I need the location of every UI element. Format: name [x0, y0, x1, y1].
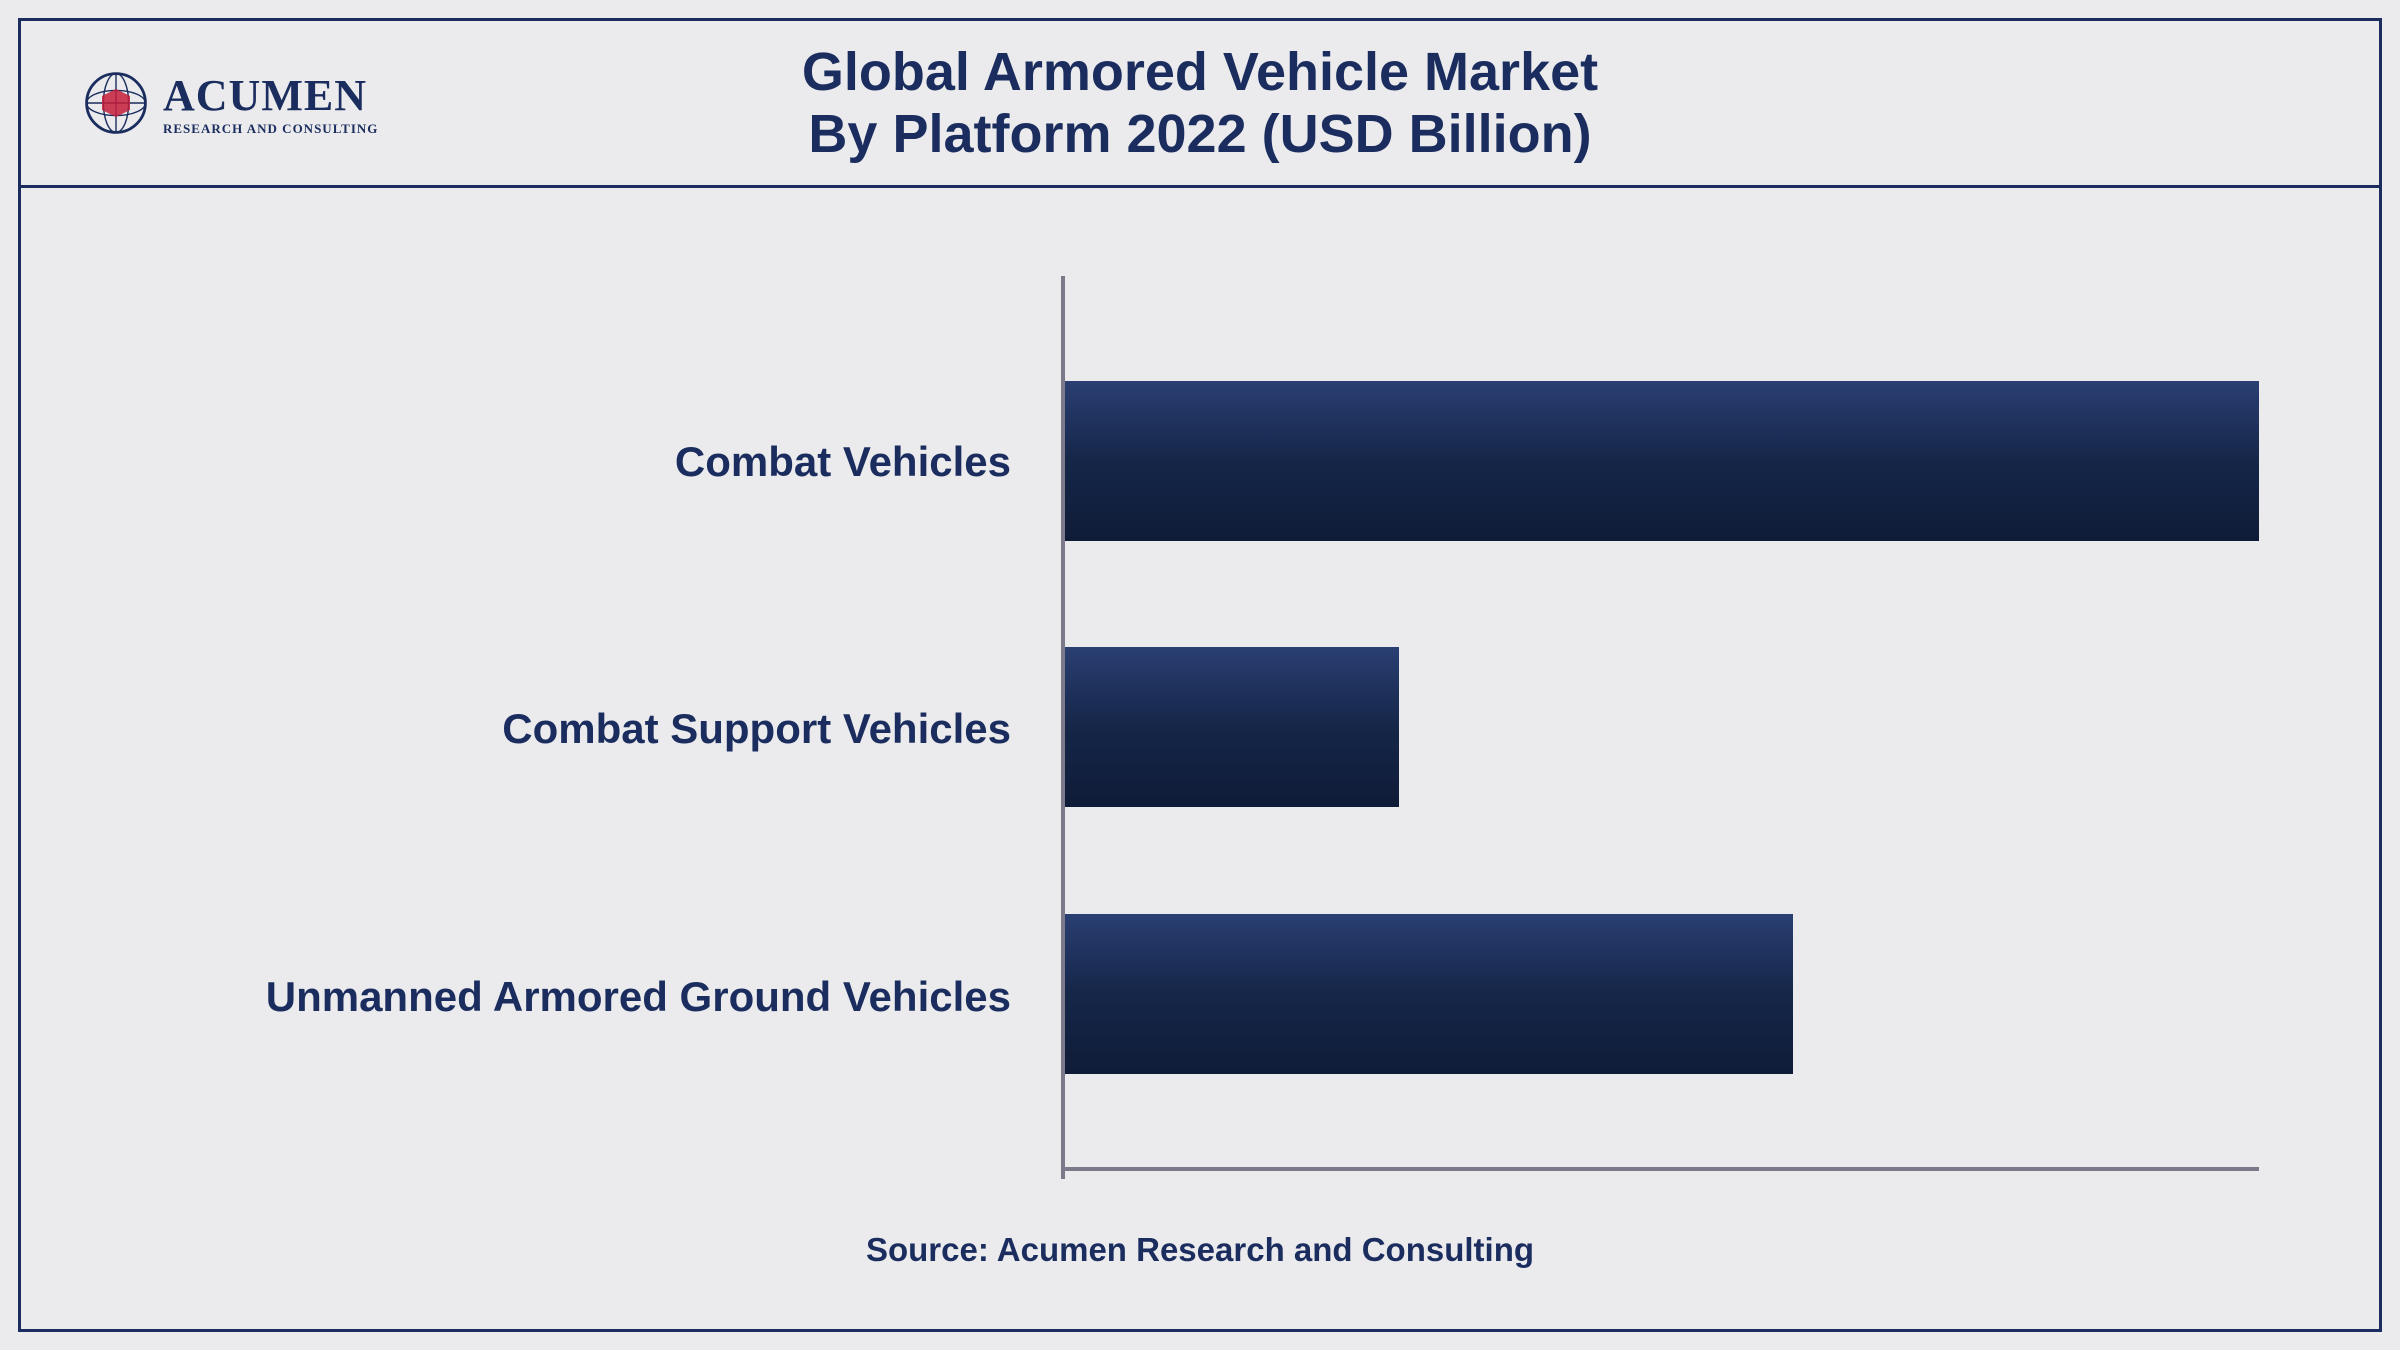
- category-labels: Combat Vehicles Combat Support Vehicles …: [141, 288, 1061, 1171]
- brand-name: ACUMEN: [163, 70, 378, 121]
- header-panel: ACUMEN RESEARCH AND CONSULTING Global Ar…: [18, 18, 2382, 188]
- chart-panel: Combat Vehicles Combat Support Vehicles …: [18, 188, 2382, 1332]
- logo-text: ACUMEN RESEARCH AND CONSULTING: [163, 70, 378, 137]
- title-line-2: By Platform 2022 (USD Billion): [61, 103, 2339, 165]
- chart-body: Combat Vehicles Combat Support Vehicles …: [141, 288, 2259, 1171]
- category-label: Unmanned Armored Ground Vehicles: [141, 917, 1061, 1077]
- bar-slot: [1065, 647, 2259, 807]
- category-label: Combat Vehicles: [141, 382, 1061, 542]
- category-label: Combat Support Vehicles: [141, 649, 1061, 809]
- brand-tagline: RESEARCH AND CONSULTING: [163, 121, 378, 137]
- bar: [1065, 381, 2259, 541]
- title-line-1: Global Armored Vehicle Market: [61, 41, 2339, 103]
- axis-tick: [1061, 1167, 1065, 1179]
- bar: [1065, 647, 1399, 807]
- axis-tick: [1061, 276, 1065, 288]
- title-block: Global Armored Vehicle Market By Platfor…: [61, 41, 2339, 165]
- brand-logo: ACUMEN RESEARCH AND CONSULTING: [81, 68, 378, 138]
- globe-icon: [81, 68, 151, 138]
- source-attribution: Source: Acumen Research and Consulting: [141, 1171, 2259, 1269]
- bar: [1065, 914, 1793, 1074]
- bar-slot: [1065, 914, 2259, 1074]
- bar-slot: [1065, 381, 2259, 541]
- bars-area: [1061, 288, 2259, 1171]
